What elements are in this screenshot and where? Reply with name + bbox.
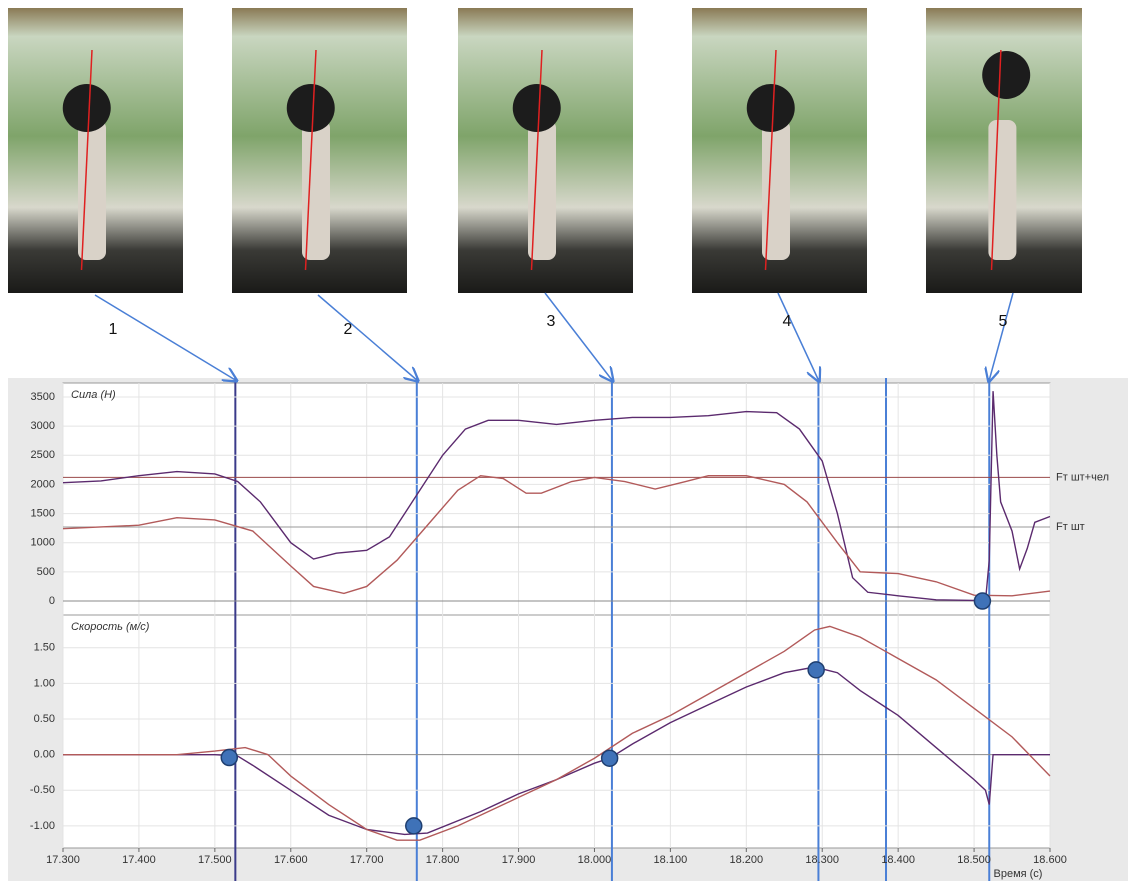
y-tick-label: 1.00	[34, 677, 55, 689]
reference-label: Fт шт	[1056, 521, 1085, 533]
x-tick-label: 18.600	[1033, 854, 1067, 866]
frame-arrow	[989, 293, 1013, 380]
frame-number: 3	[547, 313, 556, 330]
y-tick-label: 2500	[31, 449, 55, 461]
y-tick-label: 0	[49, 595, 55, 607]
frame-number: 5	[999, 313, 1008, 330]
x-tick-label: 18.200	[729, 854, 763, 866]
y-tick-label: 3000	[31, 420, 55, 432]
frame-number: 1	[109, 321, 118, 338]
frame-arrow	[545, 293, 612, 380]
y-tick-label: -1.00	[30, 820, 55, 832]
x-tick-label: 17.900	[502, 854, 536, 866]
x-tick-label: 17.500	[198, 854, 232, 866]
photo-plate	[982, 51, 1030, 99]
y-tick-label: 1500	[31, 507, 55, 519]
photo-plate	[513, 84, 561, 132]
frame-arrow	[778, 293, 818, 380]
event-point	[221, 750, 237, 766]
frame-arrow	[318, 295, 417, 380]
frame-number: 2	[344, 321, 353, 338]
event-point	[974, 593, 990, 609]
x-tick-label: 18.100	[654, 854, 688, 866]
y-tick-label: -0.50	[30, 784, 55, 796]
y-tick-label: 0.00	[34, 749, 55, 761]
photo-person	[302, 120, 330, 260]
photo-person	[528, 120, 556, 260]
x-tick-label: 17.700	[350, 854, 384, 866]
photo-plate	[287, 84, 335, 132]
frame-number: 4	[783, 313, 792, 330]
event-point	[406, 818, 422, 834]
panel-title: Скорость (м/с)	[71, 621, 150, 633]
x-tick-label: 18.400	[881, 854, 915, 866]
x-tick-label: 18.000	[578, 854, 612, 866]
y-tick-label: 1.50	[34, 642, 55, 654]
x-tick-label: 17.800	[426, 854, 460, 866]
photo-person	[762, 120, 790, 260]
figure: 1 2 3 4 5 0 500 1000 1500 2000 2500 3000 3500 Сила (Н…	[0, 0, 1128, 881]
x-tick-label: 18.300	[805, 854, 839, 866]
panel-title: Сила (Н)	[71, 389, 116, 401]
x-tick-label: 18.500	[957, 854, 991, 866]
x-tick-label: 17.400	[122, 854, 156, 866]
event-point	[602, 750, 618, 766]
x-tick-label: 17.300	[46, 854, 80, 866]
y-tick-label: 2000	[31, 478, 55, 490]
reference-label: Fт шт+чел	[1056, 471, 1109, 483]
y-tick-label: 0.50	[34, 713, 55, 725]
x-axis-label: Время (с)	[994, 868, 1043, 880]
photo-plate	[747, 84, 795, 132]
y-tick-label: 3500	[31, 391, 55, 403]
event-point	[808, 662, 824, 678]
y-tick-label: 1000	[31, 537, 55, 549]
photo-plate	[63, 84, 111, 132]
photo-person	[78, 120, 106, 260]
x-tick-label: 17.600	[274, 854, 308, 866]
y-tick-label: 500	[37, 566, 55, 578]
